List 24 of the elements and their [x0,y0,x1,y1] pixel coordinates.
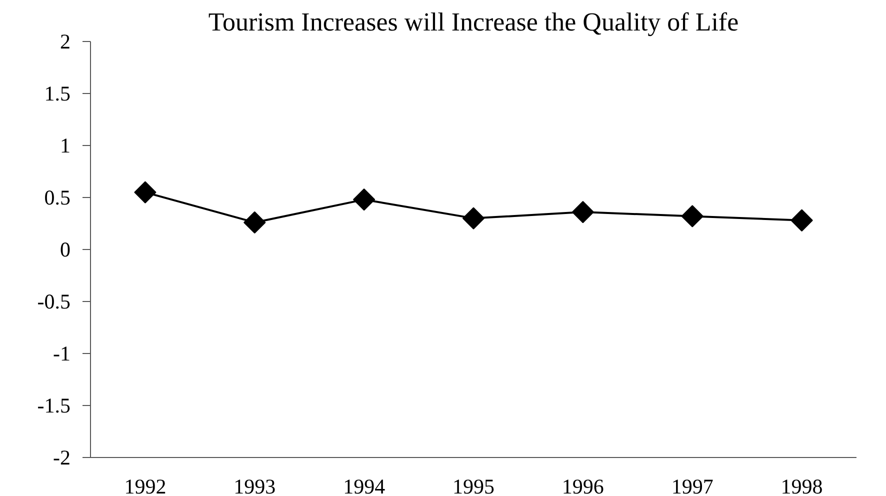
point [572,200,594,224]
y-tick-label: -2 [53,446,71,470]
point [462,207,485,230]
x-tick-label: 1993 [234,474,276,496]
x-tick-label: 1995 [452,474,494,496]
chart-title: Tourism Increases will Increase the Quality of Life [208,8,739,36]
point [244,211,266,234]
y-tick-label: 0 [60,238,70,262]
y-tick-label: -1.5 [37,394,71,418]
x-tick-label: 1992 [124,474,166,496]
y-tick-label: -1 [53,342,71,366]
x-tick-label: 1994 [343,474,386,496]
y-tick-label: 2 [60,30,70,54]
y-tick-label: -0.5 [37,290,71,314]
x-tick-label: 1996 [562,474,604,496]
point [790,209,813,232]
y-tick-label: 0.5 [44,186,70,210]
x-tick-label: 1997 [671,474,714,496]
point [352,188,376,211]
point [134,181,156,204]
x-tick-label: 1998 [780,474,823,496]
point [681,205,704,228]
y-tick-label: 1.5 [44,82,70,106]
y-tick-label: 1 [60,134,70,158]
